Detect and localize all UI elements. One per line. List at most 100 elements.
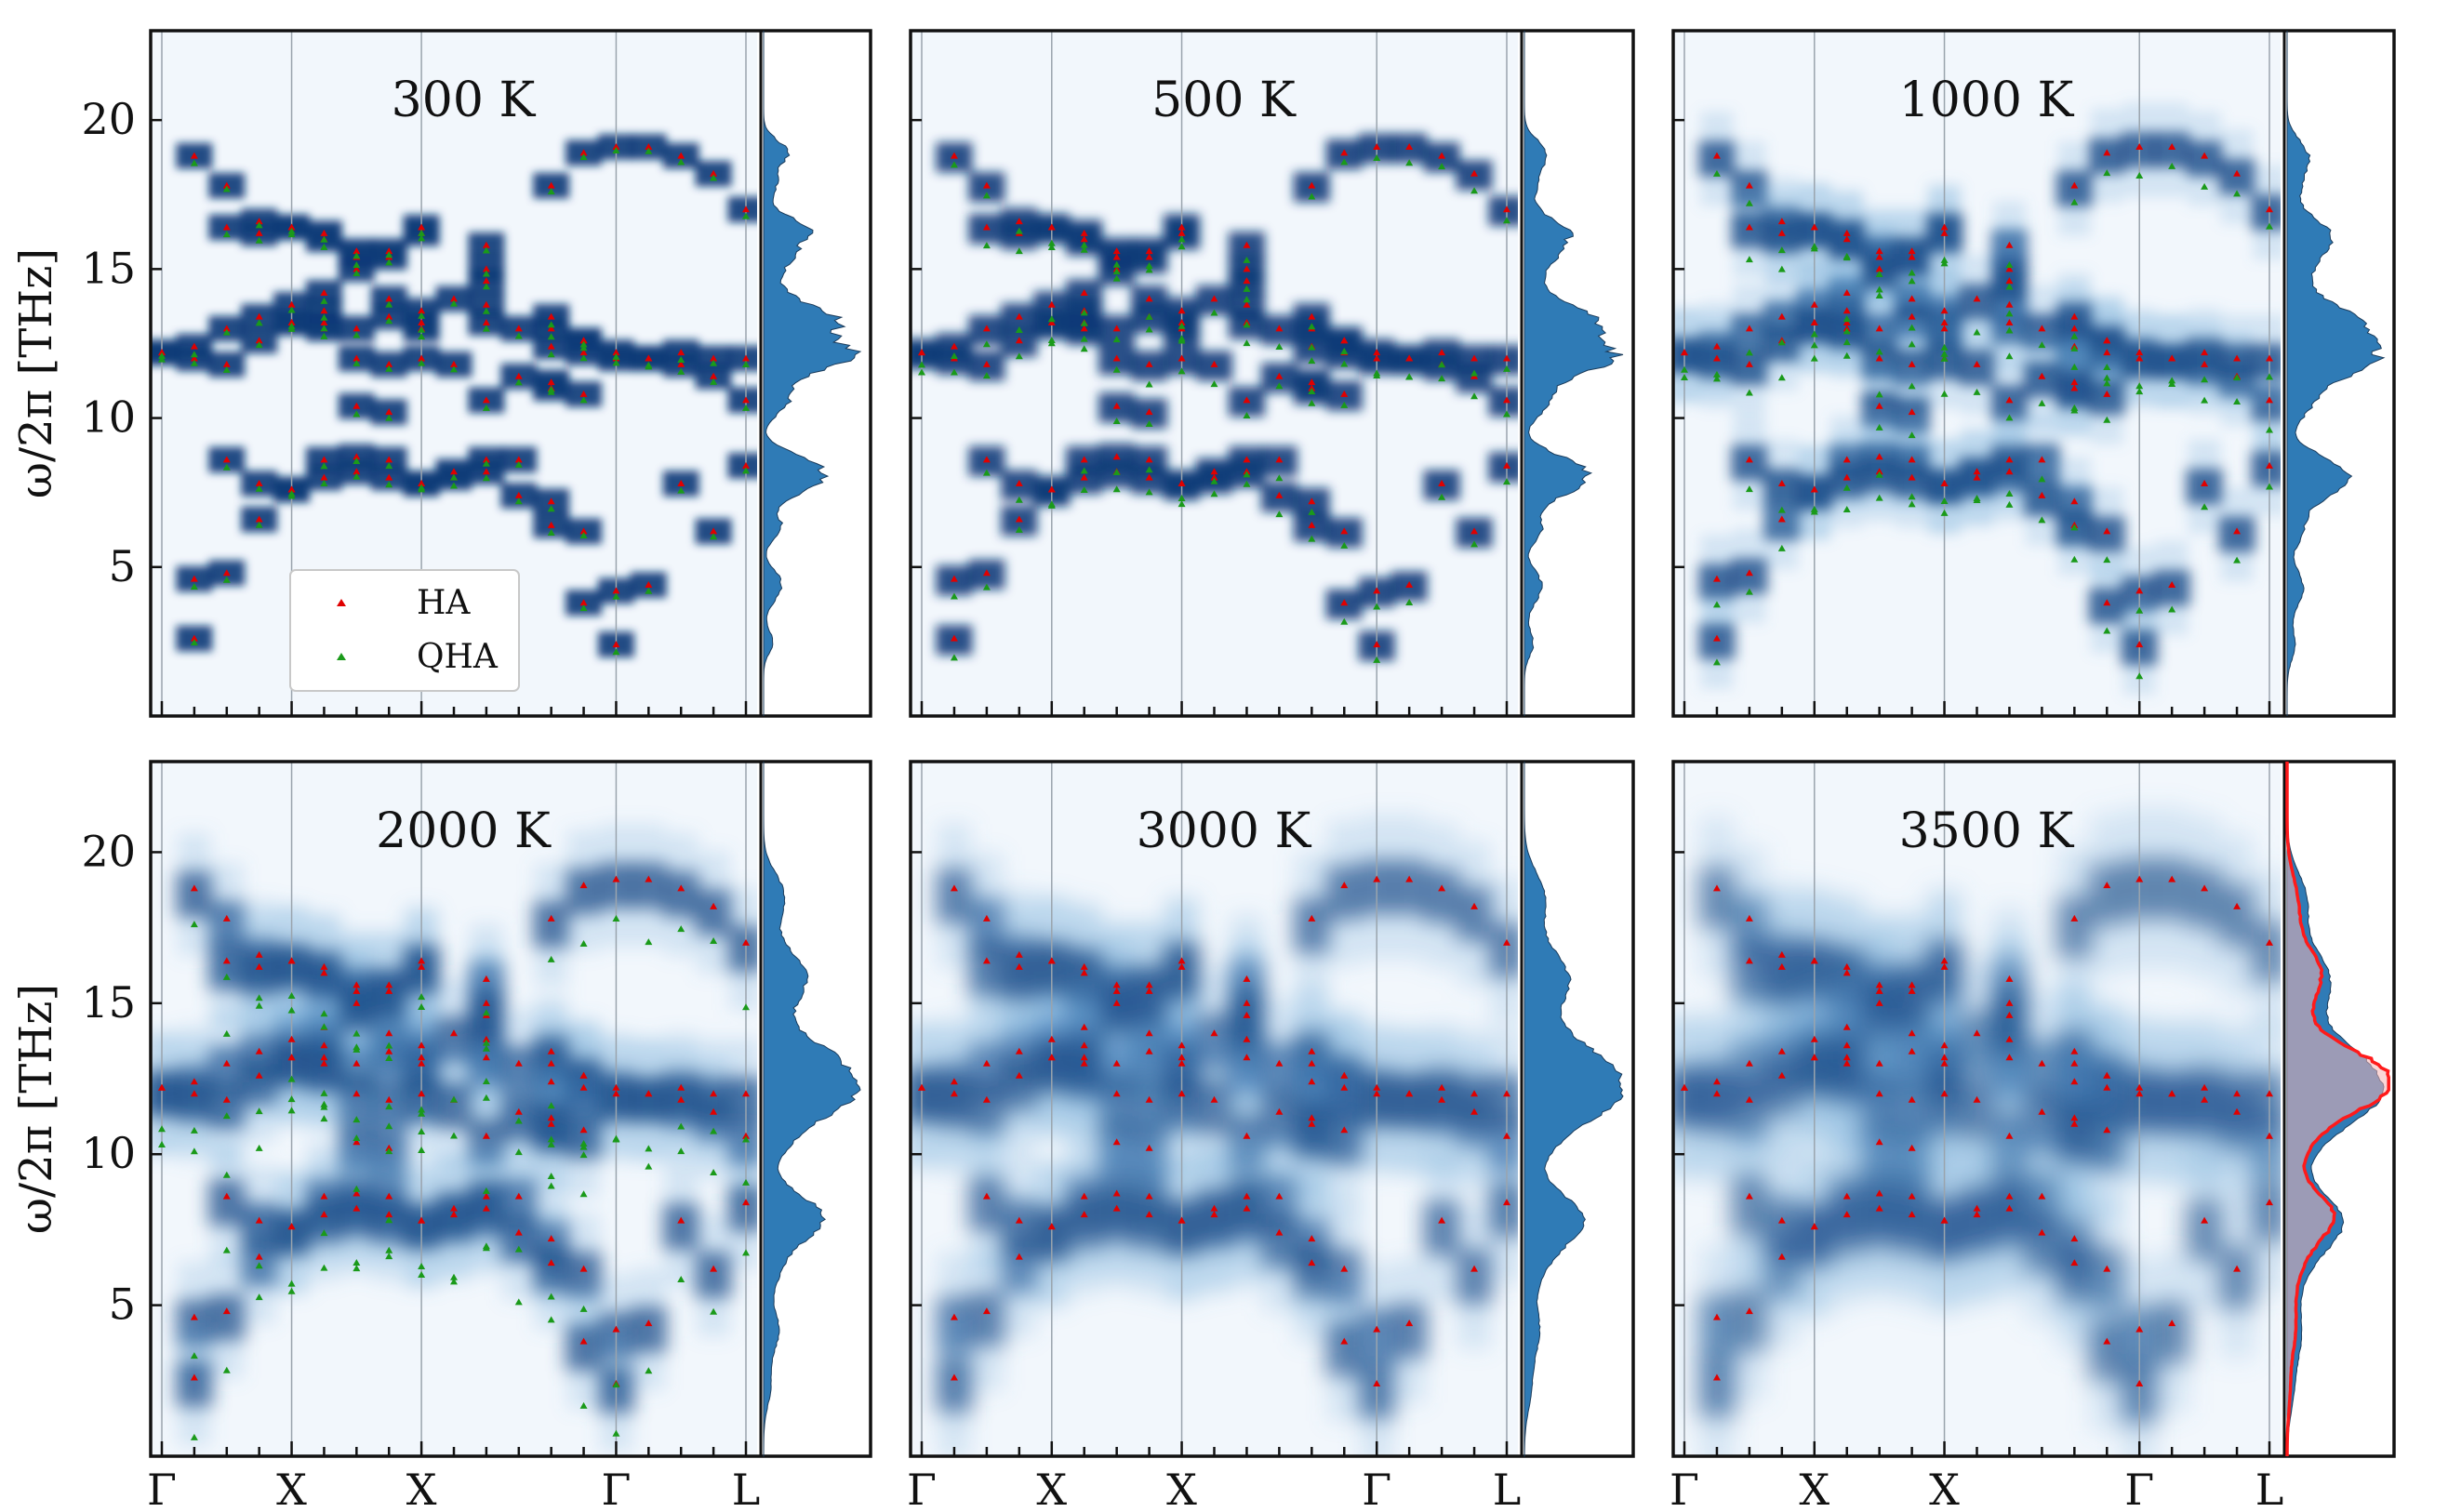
qha-point <box>1438 163 1446 170</box>
qha-point <box>1047 315 1056 323</box>
qha-point <box>514 1298 523 1306</box>
ha-point <box>1340 149 1349 156</box>
spectral-band-halo <box>2025 451 2058 546</box>
qha-point <box>385 462 393 470</box>
ha-point <box>1308 1120 1316 1127</box>
ha-point <box>514 372 523 379</box>
ha-point <box>1875 981 1883 988</box>
spectral-band-halo <box>243 1165 276 1288</box>
ha-point <box>1843 1211 1851 1218</box>
qha-point <box>579 531 588 538</box>
y-tick-label: 20 <box>81 826 136 876</box>
qha-point <box>482 404 490 411</box>
qha-point <box>1503 478 1510 485</box>
ha-point <box>2070 384 2079 391</box>
ha-point <box>1712 342 1721 350</box>
ha-point <box>2070 312 2079 320</box>
qha-point <box>2233 398 2242 405</box>
ha-point <box>482 319 490 326</box>
ha-point <box>482 1192 490 1200</box>
qha-point <box>1015 227 1023 234</box>
ha-point <box>255 1071 263 1079</box>
ha-point <box>255 312 263 320</box>
y-tick-label: 10 <box>81 1128 136 1178</box>
ha-point <box>547 342 555 350</box>
spectral-band-halo <box>1733 415 1766 511</box>
ha-point <box>1210 1029 1218 1037</box>
ha-point <box>1940 307 1949 314</box>
qha-point <box>1275 511 1284 518</box>
qha-point <box>2070 555 2079 563</box>
ha-point <box>1908 473 1916 481</box>
ha-point <box>2103 599 2111 606</box>
ha-point <box>1177 957 1186 964</box>
ha-point <box>742 206 750 213</box>
ha-point <box>982 181 991 189</box>
spectral-band-halo <box>210 1255 244 1379</box>
ha-point <box>1145 1095 1153 1103</box>
qha-point <box>1112 485 1121 493</box>
ha-point <box>450 295 458 302</box>
ha-point <box>320 1041 328 1049</box>
ha-point <box>418 1041 426 1049</box>
qha-point <box>1015 326 1023 334</box>
ha-point <box>353 1189 361 1197</box>
qha-point <box>287 1107 296 1114</box>
anharmonic-dos-fill <box>2287 762 2389 1456</box>
qha-point <box>1275 382 1284 390</box>
ha-point <box>1308 521 1316 528</box>
qha-point <box>1438 361 1446 368</box>
ha-point <box>710 354 718 362</box>
qha-point <box>353 359 361 366</box>
spectral-band-halo <box>178 1039 211 1161</box>
ha-point <box>612 875 620 882</box>
qha-point <box>742 1003 750 1011</box>
ha-point <box>2168 142 2176 150</box>
qha-point <box>2103 374 2111 381</box>
ha-point <box>2201 1083 2209 1091</box>
qha-point <box>158 1140 166 1147</box>
ha-point <box>982 1192 991 1200</box>
ha-point <box>612 641 620 648</box>
qha-point <box>612 352 620 360</box>
spectral-band-segment <box>911 338 940 369</box>
panel-frame <box>149 760 872 1458</box>
qha-point <box>1308 357 1316 365</box>
qha-point <box>2070 404 2079 411</box>
qha-point <box>2135 606 2144 614</box>
ha-point <box>612 1090 620 1097</box>
qha-point <box>222 1112 231 1120</box>
ha-point <box>1112 1204 1121 1212</box>
qha-point <box>255 1262 263 1269</box>
qha-point <box>1777 246 1786 254</box>
ha-point <box>1777 312 1786 320</box>
qha-point <box>450 1273 458 1280</box>
ha-point <box>514 491 523 498</box>
ha-point <box>1745 325 1753 332</box>
ha-point <box>482 468 490 475</box>
qha-point <box>1145 262 1153 270</box>
ha-point <box>482 300 490 308</box>
qha-point <box>2070 363 2079 370</box>
ha-point <box>677 1083 685 1091</box>
qha-point <box>1908 500 1916 508</box>
ha-point <box>1438 480 1446 487</box>
ha-point <box>222 181 231 189</box>
qha-point <box>385 259 393 266</box>
qha-point <box>645 1367 653 1374</box>
qha-point <box>418 1003 426 1011</box>
ha-point <box>1940 1090 1949 1097</box>
qha-point <box>1503 365 1510 372</box>
qha-point <box>547 321 555 328</box>
qha-point <box>418 312 426 319</box>
ha-point <box>579 337 588 344</box>
qha-point <box>287 1006 296 1014</box>
ha-point <box>222 1095 231 1103</box>
ha-point <box>2038 372 2046 379</box>
ha-point <box>385 456 393 463</box>
qha-point <box>418 359 426 366</box>
spectral-band-halo <box>1068 999 1101 1144</box>
qha-point <box>2005 283 2014 290</box>
qha-point <box>677 486 685 494</box>
temperature-label: 2000 K <box>376 803 552 859</box>
